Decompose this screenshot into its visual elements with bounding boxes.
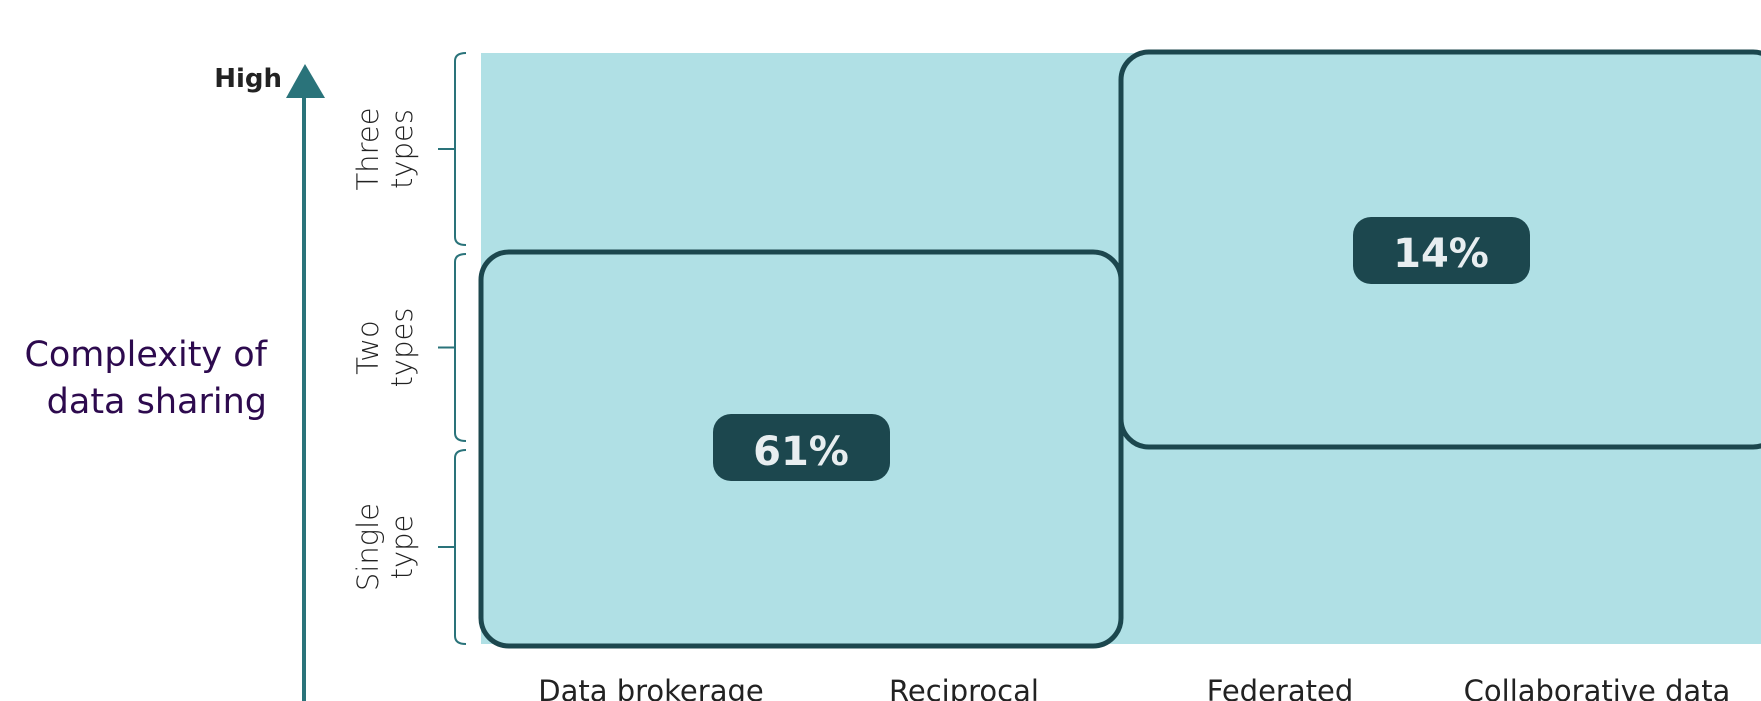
row-label: Two: [351, 320, 385, 374]
row-label: types: [385, 308, 419, 388]
row-bracket: [438, 253, 467, 442]
group-box: [478, 249, 1124, 649]
row-label: types: [385, 109, 419, 189]
row-bracket: [438, 52, 467, 246]
badge-label: 14%: [1393, 231, 1489, 277]
group-box: [1118, 49, 1761, 450]
badge-label: 61%: [753, 429, 849, 475]
badge: [713, 414, 890, 481]
row-bracket: [438, 449, 467, 645]
column-label: Data brokerage: [538, 674, 763, 701]
row-label: Three: [351, 107, 385, 190]
axis-high: High: [214, 64, 282, 94]
badge: [1353, 217, 1530, 284]
row-label: type: [385, 515, 419, 580]
axis-title: Complexity of: [24, 335, 267, 375]
column-label: Collaborative data: [1464, 674, 1731, 701]
row-label: Single: [351, 503, 385, 591]
axis-arrow: [286, 64, 325, 98]
column-label: Reciprocal: [889, 674, 1039, 701]
column-label: Federated: [1207, 674, 1354, 701]
axis-title: data sharing: [47, 382, 267, 422]
